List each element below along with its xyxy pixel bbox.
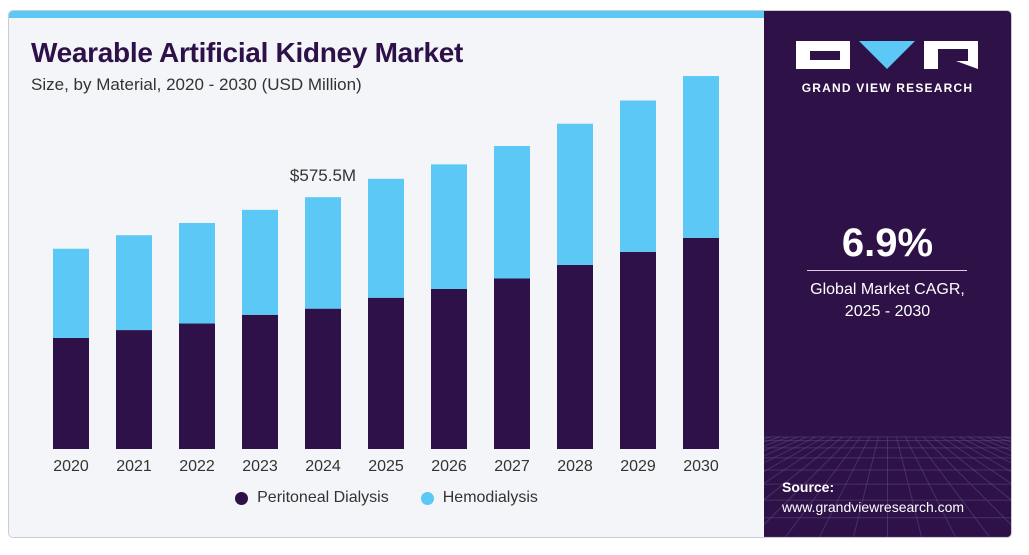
x-tick-2023: 2023 bbox=[242, 458, 278, 475]
x-tick-2027: 2027 bbox=[494, 458, 530, 475]
bar-peritoneal-2027 bbox=[494, 278, 530, 449]
bar-peritoneal-2030 bbox=[683, 237, 719, 449]
info-panel: GRAND VIEW RESEARCH 6.9% Global Market C… bbox=[764, 11, 1011, 537]
grid-line-v bbox=[905, 436, 956, 537]
brand-name: GRAND VIEW RESEARCH bbox=[801, 81, 974, 95]
cagr-value: 6.9% bbox=[841, 221, 934, 265]
x-tick-2025: 2025 bbox=[368, 458, 404, 475]
bar-hemodialysis-2025 bbox=[368, 178, 404, 298]
grid-line-v bbox=[764, 436, 852, 526]
x-tick-2028: 2028 bbox=[557, 458, 593, 475]
infographic-card: Wearable Artificial Kidney Market Size, … bbox=[8, 10, 1012, 538]
grid-line-v bbox=[941, 436, 1011, 484]
legend-item-peritoneal: Peritoneal Dialysis bbox=[235, 489, 389, 507]
source-block: Source: www.grandviewresearch.com bbox=[782, 477, 964, 517]
bar-hemodialysis-2020 bbox=[53, 248, 89, 338]
grid-line-v bbox=[819, 436, 870, 537]
source-url: www.grandviewresearch.com bbox=[782, 499, 965, 515]
grid-line-v bbox=[968, 436, 1011, 457]
x-tick-2021: 2021 bbox=[116, 458, 152, 475]
bar-peritoneal-2020 bbox=[53, 337, 89, 449]
grid-line-v bbox=[764, 436, 816, 464]
legend-label-hemodialysis: Hemodialysis bbox=[442, 489, 538, 506]
grid-line-v bbox=[785, 436, 861, 537]
bar-hemodialysis-2021 bbox=[116, 235, 152, 331]
grid-line-v bbox=[950, 436, 1011, 473]
decorative-grid bbox=[764, 436, 1011, 537]
grid-line-v bbox=[1004, 436, 1011, 440]
cagr-label: Global Market CAGR, 2025 - 2030 bbox=[764, 279, 1011, 323]
grid-line-v bbox=[896, 436, 922, 537]
x-tick-2024: 2024 bbox=[305, 458, 341, 475]
x-tick-2022: 2022 bbox=[179, 458, 215, 475]
chart-panel: Wearable Artificial Kidney Market Size, … bbox=[9, 11, 764, 537]
accent-bar bbox=[9, 11, 764, 18]
chart-legend: Peritoneal Dialysis Hemodialysis bbox=[9, 489, 764, 507]
grid-line-v bbox=[932, 436, 1011, 501]
chart-title: Wearable Artificial Kidney Market bbox=[31, 37, 464, 68]
bar-hemodialysis-2030 bbox=[683, 76, 719, 238]
grid-line-v bbox=[764, 436, 807, 457]
cagr-label-line2: 2025 - 2030 bbox=[844, 303, 931, 320]
bar-peritoneal-2024 bbox=[305, 308, 341, 449]
bar-chart: 2020 2021 2022 2023 2024 $575.5M 2025 2026 2027 2… bbox=[53, 76, 719, 475]
bar-peritoneal-2026 bbox=[431, 288, 467, 449]
bar-peritoneal-2025 bbox=[368, 297, 404, 449]
grid-line-v bbox=[764, 436, 834, 484]
legend-swatch-peritoneal bbox=[235, 491, 249, 505]
grid-line-v bbox=[959, 436, 1011, 464]
bar-hemodialysis-2029 bbox=[620, 100, 656, 252]
grand-view-research-logo bbox=[796, 41, 978, 69]
grid-line-v bbox=[923, 436, 1011, 526]
bar-peritoneal-2028 bbox=[557, 264, 593, 449]
cagr-label-line1: Global Market CAGR, bbox=[810, 281, 965, 298]
grid-line-v bbox=[853, 436, 879, 537]
bar-hemodialysis-2027 bbox=[494, 146, 530, 279]
x-tick-2020: 2020 bbox=[53, 458, 89, 475]
chart-subtitle: Size, by Material, 2020 - 2030 (USD Mill… bbox=[31, 75, 362, 94]
legend-label-peritoneal: Peritoneal Dialysis bbox=[257, 489, 389, 506]
bar-hemodialysis-2024 bbox=[305, 197, 341, 309]
bar-hemodialysis-2026 bbox=[431, 164, 467, 289]
grid-line-v bbox=[764, 436, 825, 473]
grid-line-v bbox=[764, 436, 771, 440]
bar-hemodialysis-2023 bbox=[242, 209, 278, 315]
bar-hemodialysis-2028 bbox=[557, 123, 593, 265]
grid-line-v bbox=[764, 436, 843, 501]
x-tick-2029: 2029 bbox=[620, 458, 656, 475]
x-tick-2026: 2026 bbox=[431, 458, 467, 475]
legend-item-hemodialysis: Hemodialysis bbox=[420, 489, 538, 507]
source-title: Source: bbox=[782, 479, 835, 495]
cagr-divider bbox=[807, 270, 967, 271]
grid-line-v bbox=[914, 436, 990, 537]
legend-swatch-hemodialysis bbox=[420, 491, 434, 505]
bar-peritoneal-2022 bbox=[179, 323, 215, 449]
bar-hemodialysis-2022 bbox=[179, 222, 215, 324]
bar-peritoneal-2021 bbox=[116, 330, 152, 449]
bar-peritoneal-2029 bbox=[620, 251, 656, 449]
annotation-label-2024: $575.5M bbox=[290, 166, 356, 185]
bar-peritoneal-2023 bbox=[242, 314, 278, 449]
x-tick-2030: 2030 bbox=[683, 458, 719, 475]
